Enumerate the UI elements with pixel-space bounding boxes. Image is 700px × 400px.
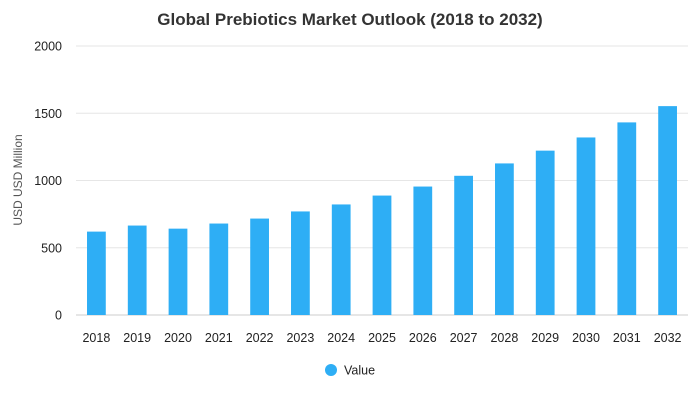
x-tick-label: 2023 — [286, 331, 314, 345]
legend-marker-icon — [325, 364, 337, 376]
bar-2024[interactable] — [331, 204, 351, 315]
bar-2026[interactable] — [413, 186, 433, 315]
bar-2022[interactable] — [250, 218, 269, 315]
bar-2032[interactable] — [658, 106, 677, 316]
x-tick-label: 2019 — [123, 331, 151, 345]
x-tick-label: 2032 — [654, 331, 682, 345]
y-tick-label: 1000 — [34, 174, 62, 188]
x-axis-ticks: 2018 2019 2020 2021 2022 2023 2024 2025 2026 2027… — [82, 331, 681, 345]
bar-2018[interactable] — [87, 231, 106, 315]
x-tick-label: 2030 — [572, 331, 600, 345]
bars — [87, 106, 677, 316]
chart-title: Global Prebiotics Market Outlook (2018 t… — [157, 10, 542, 29]
bar-2019[interactable] — [127, 225, 147, 315]
legend-label: Value — [344, 364, 375, 378]
x-tick-label: 2031 — [613, 331, 641, 345]
x-tick-label: 2024 — [327, 331, 355, 345]
bar-2021[interactable] — [209, 223, 229, 315]
bar-2020[interactable] — [168, 228, 188, 315]
x-tick-label: 2022 — [246, 331, 274, 345]
y-axis-label: USD USD Million — [11, 134, 25, 225]
x-tick-label: 2025 — [368, 331, 396, 345]
y-axis-ticks: 0 500 1000 1500 2000 — [34, 40, 62, 323]
x-tick-label: 2028 — [490, 331, 518, 345]
x-tick-label: 2021 — [205, 331, 233, 345]
bar-2030[interactable] — [576, 137, 596, 315]
y-tick-label: 500 — [41, 241, 62, 255]
bar-2023[interactable] — [291, 211, 310, 315]
x-tick-label: 2027 — [450, 331, 478, 345]
x-tick-label: 2020 — [164, 331, 192, 345]
y-tick-label: 0 — [55, 309, 62, 323]
bar-2027[interactable] — [454, 175, 473, 315]
y-tick-label: 2000 — [34, 40, 62, 54]
bar-2025[interactable] — [372, 195, 392, 315]
x-tick-label: 2018 — [82, 331, 110, 345]
bar-2029[interactable] — [535, 150, 555, 315]
x-tick-label: 2026 — [409, 331, 437, 345]
bar-2031[interactable] — [617, 122, 637, 316]
bar-2028[interactable] — [495, 163, 514, 315]
x-tick-label: 2029 — [531, 331, 559, 345]
legend[interactable]: Value — [325, 364, 375, 378]
y-tick-label: 1500 — [34, 107, 62, 121]
